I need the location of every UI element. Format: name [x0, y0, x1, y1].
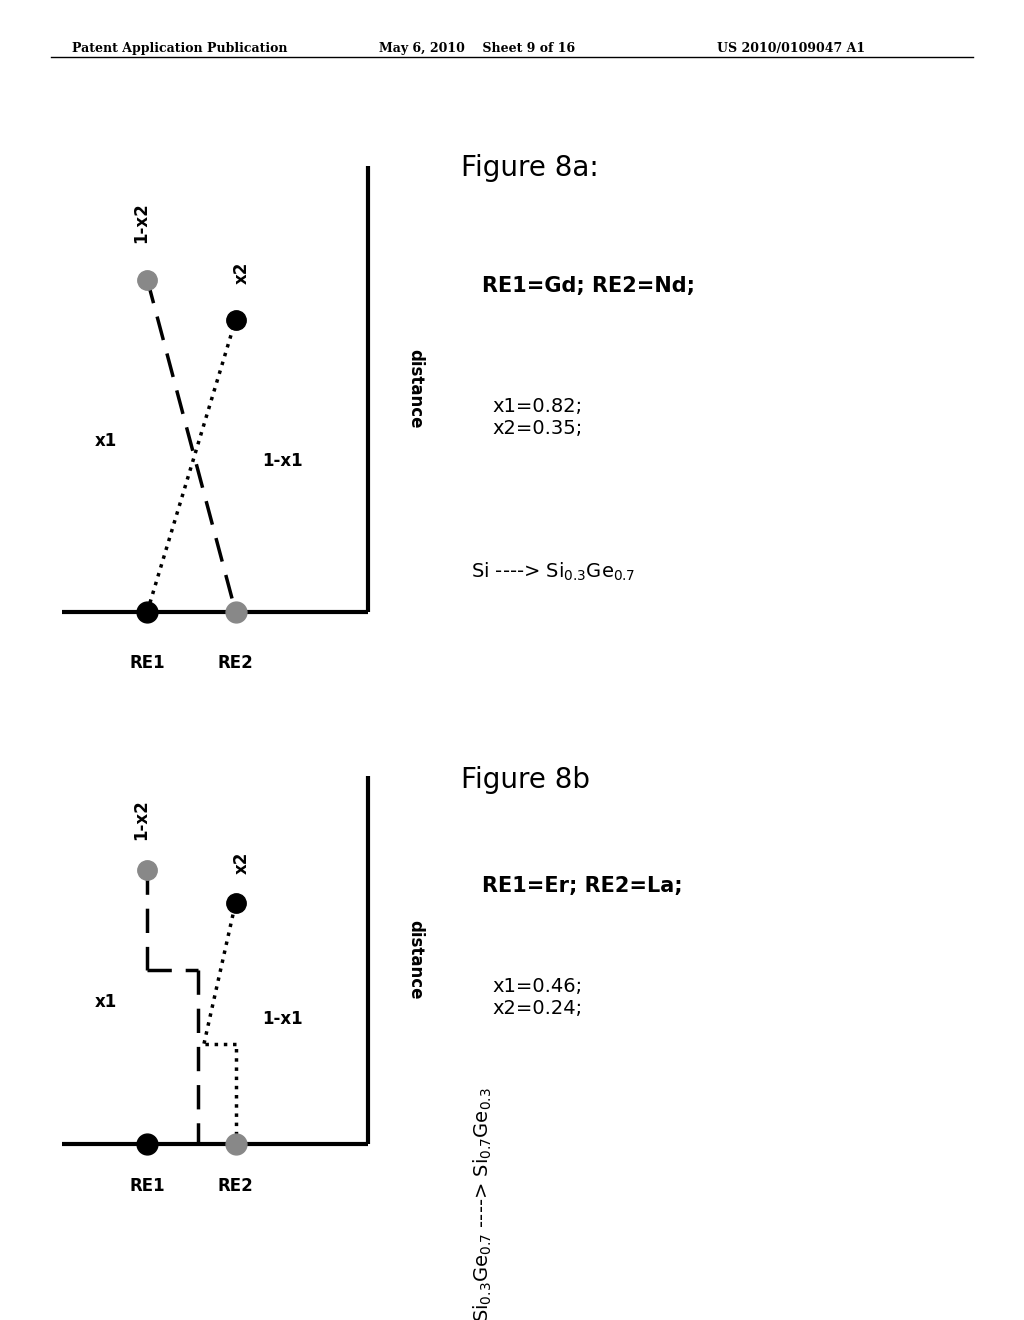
Text: x1=0.46;
x2=0.24;: x1=0.46; x2=0.24;	[493, 977, 583, 1018]
Text: RE2: RE2	[218, 655, 253, 672]
Text: x2: x2	[232, 261, 251, 284]
Text: RE2: RE2	[218, 1177, 253, 1195]
Text: 1-x2: 1-x2	[132, 202, 150, 243]
Text: 1-x1: 1-x1	[262, 1010, 303, 1027]
Text: 1-x2: 1-x2	[132, 800, 150, 841]
Text: x1: x1	[95, 432, 118, 450]
Point	[139, 1134, 156, 1155]
Text: RE1: RE1	[129, 655, 165, 672]
Point	[227, 1134, 244, 1155]
Text: Figure 8b: Figure 8b	[461, 766, 590, 795]
Text: x1: x1	[95, 993, 118, 1011]
Text: Si ----> Si$_{0.3}$Ge$_{0.7}$: Si ----> Si$_{0.3}$Ge$_{0.7}$	[471, 561, 635, 583]
Text: distance: distance	[407, 920, 424, 999]
Text: x2: x2	[232, 851, 251, 874]
Text: x1=0.82;
x2=0.35;: x1=0.82; x2=0.35;	[493, 397, 583, 438]
Text: Patent Application Publication: Patent Application Publication	[72, 42, 287, 55]
Text: 1-x1: 1-x1	[262, 451, 303, 470]
Text: Si$_{0.3}$Ge$_{0.7}$ ----> Si$_{0.7}$Ge$_{0.3}$: Si$_{0.3}$Ge$_{0.7}$ ----> Si$_{0.7}$Ge$…	[471, 1088, 494, 1320]
Point	[227, 310, 244, 331]
Text: distance: distance	[407, 350, 424, 429]
Text: RE1: RE1	[129, 1177, 165, 1195]
Text: May 6, 2010    Sheet 9 of 16: May 6, 2010 Sheet 9 of 16	[379, 42, 575, 55]
Point	[227, 892, 244, 913]
Point	[139, 601, 156, 622]
Text: US 2010/0109047 A1: US 2010/0109047 A1	[717, 42, 865, 55]
Point	[227, 601, 244, 622]
Point	[139, 269, 156, 290]
Text: RE1=Er; RE2=La;: RE1=Er; RE2=La;	[482, 876, 683, 896]
Text: Figure 8a:: Figure 8a:	[461, 154, 599, 182]
Text: RE1=Gd; RE2=Nd;: RE1=Gd; RE2=Nd;	[482, 276, 695, 296]
Point	[139, 859, 156, 880]
